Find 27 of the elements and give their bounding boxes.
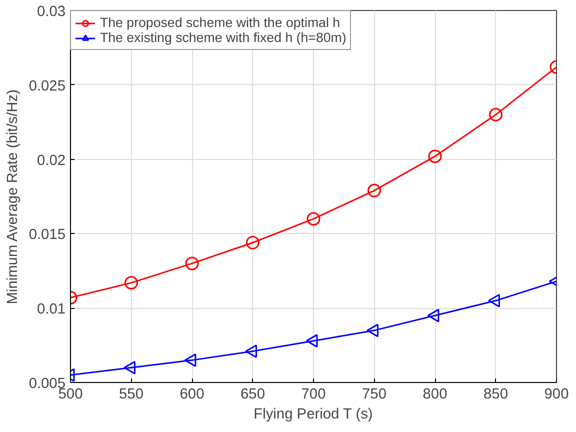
point xyxy=(306,212,320,226)
y-tick-label: 0.03 xyxy=(36,4,66,20)
point xyxy=(185,256,199,270)
y-tick-label: 0.025 xyxy=(28,78,66,94)
point xyxy=(245,344,257,358)
point xyxy=(427,308,440,322)
point xyxy=(306,334,318,348)
y-tick-label: 0.015 xyxy=(28,227,66,244)
x-tick-label: 900 xyxy=(544,386,569,402)
point xyxy=(368,184,381,198)
point xyxy=(124,276,138,290)
legend-label: The existing scheme with fixed h (h=80m) xyxy=(100,30,346,45)
x-tick-label: 750 xyxy=(362,386,386,402)
point xyxy=(366,324,378,338)
y-tick-label: 0.01 xyxy=(36,302,66,318)
x-tick-label: 700 xyxy=(301,386,326,402)
point xyxy=(246,236,260,250)
x-tick-label: 550 xyxy=(119,386,144,402)
x-axis-title: Flying Period T (s) xyxy=(254,406,373,422)
x-tick-label: 800 xyxy=(422,386,448,402)
x-tick-label: 850 xyxy=(484,386,508,402)
point xyxy=(488,294,500,308)
y-axis-title: Minimum Average Rate (bit/s/Hz) xyxy=(4,90,21,304)
legend-label: The proposed scheme with the optimal h xyxy=(100,15,340,30)
x-tick-label: 650 xyxy=(240,386,265,402)
y-tick-label: 0.02 xyxy=(36,152,66,169)
x-tick-label: 600 xyxy=(180,386,204,402)
